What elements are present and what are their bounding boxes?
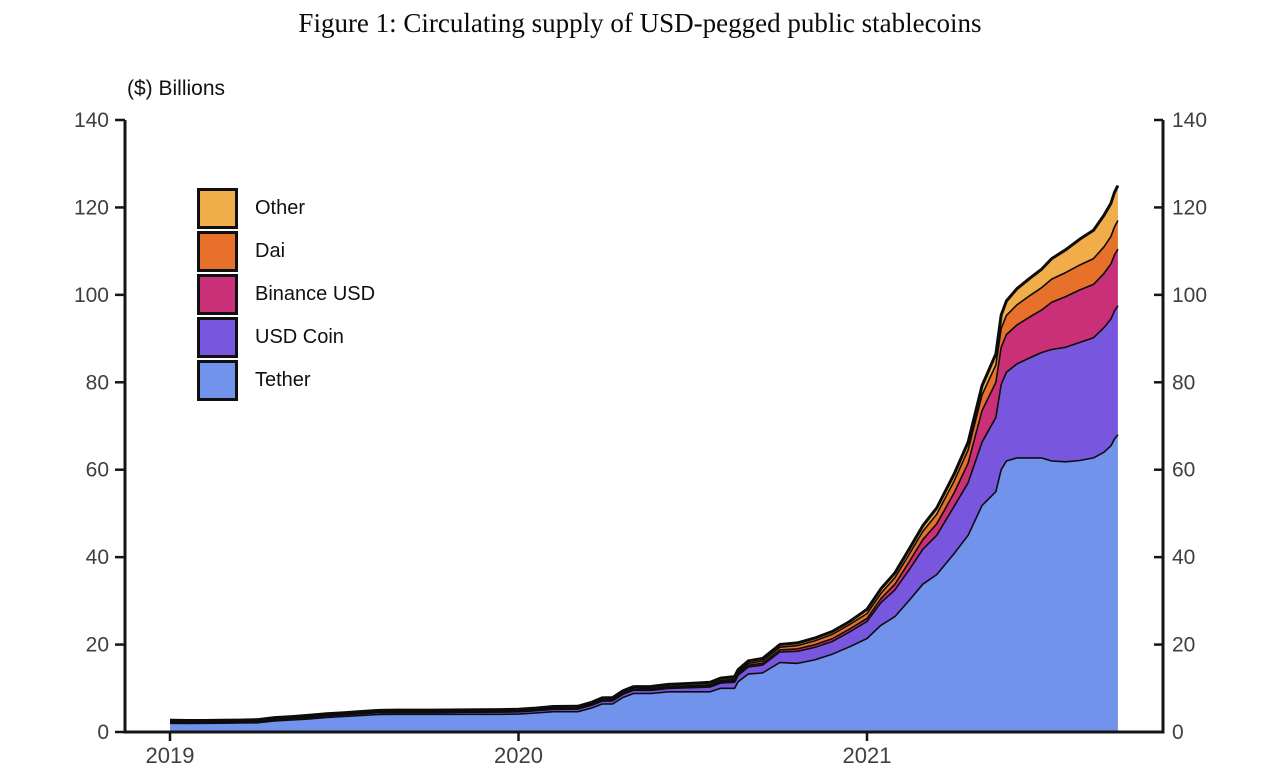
legend-swatch-binance-usd [197, 274, 238, 315]
stacked-area-tether [170, 434, 1118, 732]
y-tick-label-left: 20 [86, 634, 109, 657]
legend-swatch-other [197, 188, 238, 229]
axes-frame [123, 120, 1165, 734]
x-tick-label: 2021 [843, 743, 892, 768]
x-tick-label: 2020 [494, 743, 543, 768]
legend-label-other: Other [255, 197, 306, 219]
figure-title: Figure 1: Circulating supply of USD-pegg… [298, 8, 982, 38]
stacked-area-dai [170, 220, 1118, 723]
y-tick-label-left: 100 [74, 284, 109, 307]
stacked-area-usd-coin [170, 305, 1118, 724]
legend-item-tether: Tether [197, 360, 375, 401]
y-axis-unit-label: ($) Billions [127, 77, 226, 100]
y-tick-label-left: 80 [86, 371, 109, 394]
y-tick-label-right: 100 [1172, 284, 1207, 307]
y-tick-label-right: 40 [1172, 546, 1195, 569]
y-tick-label-right: 80 [1172, 371, 1195, 394]
legend-swatch-dai [197, 231, 238, 272]
legend-label-dai: Dai [255, 240, 286, 262]
legend-item-usd-coin: USD Coin [197, 317, 375, 358]
legend: Other Dai Binance USD USD Coin Tether [197, 188, 375, 401]
legend-swatch-usd-coin [197, 317, 238, 358]
y-tick-label-right: 60 [1172, 459, 1195, 482]
area-outline-tether [169, 434, 1119, 725]
legend-label-usd-coin: USD Coin [255, 326, 344, 348]
y-tick-label-right: 140 [1172, 109, 1207, 132]
legend-item-other: Other [197, 188, 375, 229]
area-outline-other [169, 184, 1120, 722]
y-tick-label-left: 140 [74, 109, 109, 132]
y-tick-label-left: 60 [86, 459, 109, 482]
y-tick-label-left: 120 [74, 196, 109, 219]
legend-swatch-tether [197, 360, 238, 401]
x-tick-label: 2019 [146, 743, 195, 768]
area-outline-dai [169, 220, 1119, 723]
legend-item-dai: Dai [197, 231, 375, 272]
y-tick-label-right: 0 [1172, 721, 1184, 744]
legend-item-binance-usd: Binance USD [197, 274, 375, 315]
y-tick-label-right: 20 [1172, 634, 1195, 657]
legend-label-tether: Tether [255, 369, 311, 391]
legend-label-binance-usd: Binance USD [255, 283, 376, 305]
y-tick-label-right: 120 [1172, 196, 1207, 219]
y-tick-label-left: 0 [97, 721, 109, 744]
y-tick-label-left: 40 [86, 546, 109, 569]
